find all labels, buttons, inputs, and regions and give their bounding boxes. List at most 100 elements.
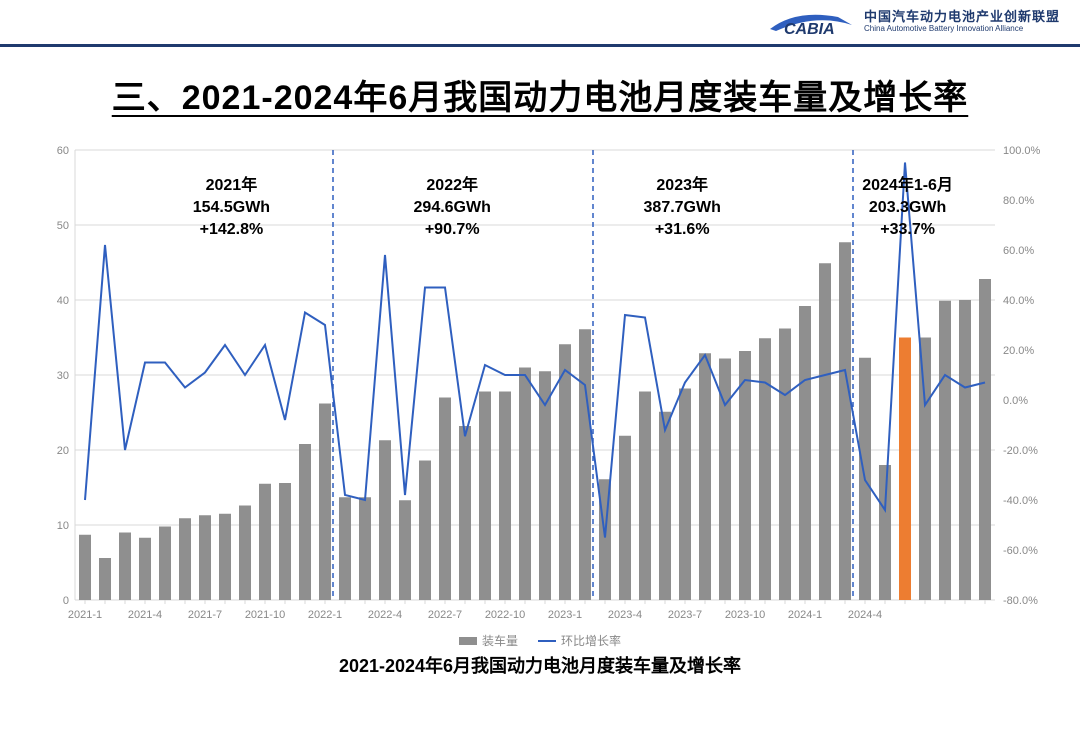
logo-en: China Automotive Battery Innovation Alli…: [864, 25, 1060, 34]
bar: [679, 389, 691, 601]
svg-text:60.0%: 60.0%: [1003, 245, 1034, 257]
bar: [899, 338, 911, 601]
bar: [639, 392, 651, 601]
svg-text:60: 60: [57, 145, 69, 157]
svg-text:-20.0%: -20.0%: [1003, 445, 1038, 457]
bar: [99, 558, 111, 600]
legend-item-line: 环比增长率: [538, 632, 621, 649]
annotation-text: 2023年: [656, 175, 708, 194]
bar: [879, 465, 891, 600]
bar: [399, 500, 411, 600]
bar: [579, 329, 591, 600]
bar: [799, 306, 811, 600]
svg-text:10: 10: [57, 520, 69, 532]
bar: [159, 527, 171, 601]
annotation-text: +33.7%: [880, 221, 935, 238]
svg-text:2021-4: 2021-4: [128, 609, 162, 621]
svg-text:20: 20: [57, 445, 69, 457]
annotation-text: 2021年: [206, 175, 258, 194]
bar: [79, 535, 91, 600]
bar: [699, 353, 711, 600]
annotation-text: +90.7%: [425, 221, 480, 238]
bar: [779, 329, 791, 601]
svg-text:-40.0%: -40.0%: [1003, 495, 1038, 507]
svg-text:2023-10: 2023-10: [725, 609, 765, 621]
annotation-text: +31.6%: [655, 221, 710, 238]
annotation-text: +142.8%: [200, 221, 264, 238]
legend-label-bars: 装车量: [482, 632, 518, 649]
bar: [499, 392, 511, 601]
chart-container: 0102030405060-80.0%-60.0%-40.0%-20.0%0.0…: [35, 130, 1045, 650]
svg-text:40: 40: [57, 295, 69, 307]
svg-text:2021-10: 2021-10: [245, 609, 285, 621]
page-title: 三、2021-2024年6月我国动力电池月度装车量及增长率: [0, 70, 1080, 119]
bar: [659, 412, 671, 600]
svg-text:30: 30: [57, 370, 69, 382]
legend-label-line: 环比增长率: [561, 632, 621, 649]
bar: [479, 392, 491, 601]
svg-text:40.0%: 40.0%: [1003, 295, 1034, 307]
logo-text: 中国汽车动力电池产业创新联盟 China Automotive Battery …: [864, 10, 1060, 33]
chart-subtitle: 2021-2024年6月我国动力电池月度装车量及增长率: [0, 652, 1080, 678]
combo-chart: 0102030405060-80.0%-60.0%-40.0%-20.0%0.0…: [35, 130, 1045, 650]
bar: [319, 404, 331, 601]
bar: [219, 514, 231, 600]
svg-text:50: 50: [57, 220, 69, 232]
bar: [619, 436, 631, 600]
bar: [759, 338, 771, 600]
bar: [959, 300, 971, 600]
legend-item-bars: 装车量: [459, 632, 518, 649]
bar: [239, 506, 251, 601]
svg-text:2022-1: 2022-1: [308, 609, 342, 621]
svg-text:2024-1: 2024-1: [788, 609, 822, 621]
logo-icon: CABIA: [766, 7, 856, 37]
svg-text:2021-7: 2021-7: [188, 609, 222, 621]
bar: [339, 497, 351, 600]
svg-text:0.0%: 0.0%: [1003, 395, 1028, 407]
svg-text:2021-1: 2021-1: [68, 609, 102, 621]
svg-text:2022-4: 2022-4: [368, 609, 402, 621]
bar: [179, 518, 191, 600]
bar: [359, 497, 371, 600]
legend-swatch-bar: [459, 637, 477, 645]
annotation-text: 154.5GWh: [193, 199, 270, 216]
annotation-text: 294.6GWh: [414, 199, 491, 216]
bar: [259, 484, 271, 600]
svg-text:CABIA: CABIA: [784, 21, 835, 37]
svg-text:0: 0: [63, 595, 69, 607]
bar: [279, 483, 291, 600]
svg-text:80.0%: 80.0%: [1003, 195, 1034, 207]
bar: [979, 279, 991, 600]
bar: [819, 263, 831, 600]
legend-swatch-line: [538, 640, 556, 642]
svg-text:2022-10: 2022-10: [485, 609, 525, 621]
bar: [839, 242, 851, 600]
bar: [379, 440, 391, 600]
bar: [739, 351, 751, 600]
bar: [139, 538, 151, 600]
svg-text:2023-1: 2023-1: [548, 609, 582, 621]
header: CABIA 中国汽车动力电池产业创新联盟 China Automotive Ba…: [0, 0, 1080, 44]
bar: [939, 301, 951, 600]
svg-text:-60.0%: -60.0%: [1003, 545, 1038, 557]
bar: [119, 533, 131, 601]
bar: [559, 344, 571, 600]
bar: [419, 461, 431, 601]
annotation-text: 2022年: [426, 175, 478, 194]
svg-text:2022-7: 2022-7: [428, 609, 462, 621]
logo-block: CABIA 中国汽车动力电池产业创新联盟 China Automotive Ba…: [766, 7, 1060, 37]
header-rule: [0, 44, 1080, 47]
bar: [919, 338, 931, 601]
svg-text:2024-4: 2024-4: [848, 609, 882, 621]
bar: [459, 426, 471, 600]
svg-text:2023-4: 2023-4: [608, 609, 642, 621]
svg-text:2023-7: 2023-7: [668, 609, 702, 621]
page: CABIA 中国汽车动力电池产业创新联盟 China Automotive Ba…: [0, 0, 1080, 748]
logo-cn: 中国汽车动力电池产业创新联盟: [864, 10, 1060, 24]
bar: [199, 515, 211, 600]
annotation-text: 2024年1-6月: [862, 175, 953, 194]
annotation-text: 203.3GWh: [869, 199, 946, 216]
bar: [519, 368, 531, 601]
svg-text:20.0%: 20.0%: [1003, 345, 1034, 357]
annotation-text: 387.7GWh: [644, 199, 721, 216]
